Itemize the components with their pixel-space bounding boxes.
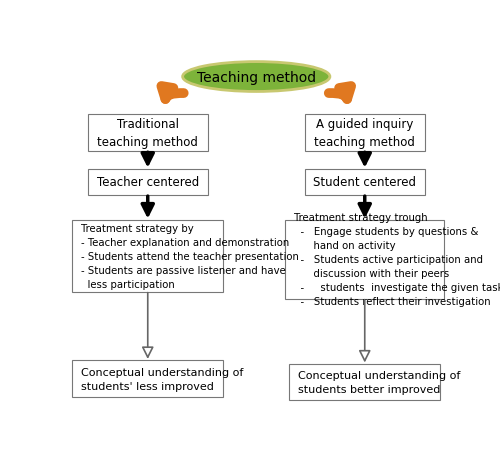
Ellipse shape: [182, 62, 330, 92]
Text: Conceptual understanding of
students better improved: Conceptual understanding of students bet…: [298, 370, 460, 394]
FancyBboxPatch shape: [88, 169, 208, 196]
FancyArrowPatch shape: [162, 87, 184, 100]
Text: Treatment strategy trough
  -   Engage students by questions &
      hand on act: Treatment strategy trough - Engage stude…: [294, 212, 500, 307]
Text: Teaching method: Teaching method: [196, 71, 316, 84]
Text: Student centered: Student centered: [313, 176, 416, 189]
FancyArrowPatch shape: [329, 87, 351, 100]
Text: A guided inquiry
teaching method: A guided inquiry teaching method: [314, 118, 415, 149]
Text: Treatment strategy by
- Teacher explanation and demonstration
- Students attend : Treatment strategy by - Teacher explanat…: [81, 223, 299, 289]
Text: Traditional
teaching method: Traditional teaching method: [98, 118, 198, 149]
Text: Teacher centered: Teacher centered: [96, 176, 199, 189]
Text: Conceptual understanding of
students' less improved: Conceptual understanding of students' le…: [81, 367, 243, 391]
FancyBboxPatch shape: [72, 220, 224, 292]
FancyBboxPatch shape: [304, 169, 425, 196]
FancyBboxPatch shape: [72, 360, 224, 397]
FancyBboxPatch shape: [289, 364, 440, 400]
FancyBboxPatch shape: [286, 220, 444, 299]
FancyBboxPatch shape: [88, 115, 208, 152]
FancyBboxPatch shape: [304, 115, 425, 152]
